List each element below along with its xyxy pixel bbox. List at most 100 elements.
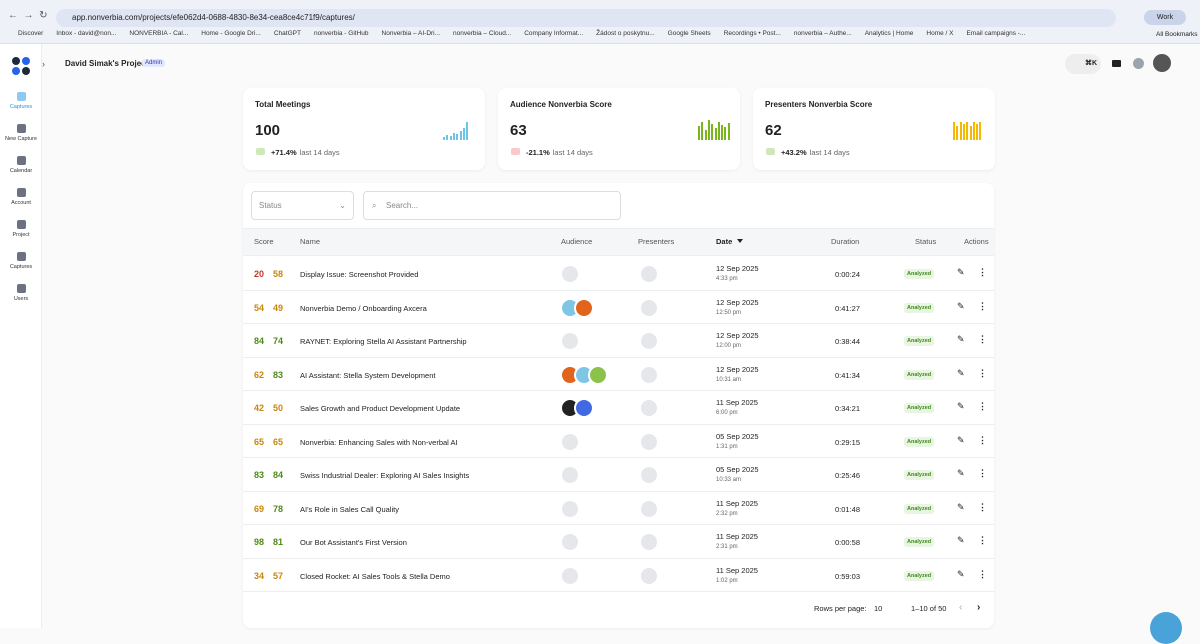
search-shortcut[interactable]: ⌘K [1065,54,1101,74]
edit-button[interactable]: ✎ [957,501,965,512]
collapse-toggle[interactable]: › [42,59,45,69]
more-button[interactable]: ⋮ [978,267,987,277]
time: 2:32 pm [716,510,738,517]
nav-item[interactable]: Captures [0,92,42,110]
video-icon[interactable] [1112,60,1121,67]
sidebar: Captures New Capture Calendar Account Projec… [0,44,42,628]
column-header[interactable]: Date [716,237,733,246]
table-row[interactable]: 34 57 Closed Rocket: AI Sales Tools & Stel… [243,559,994,592]
bookmark[interactable]: Discover [18,30,44,37]
table-row[interactable]: 69 78 AI's Role in Sales Call Quality 11 Se… [243,492,994,525]
more-button[interactable]: ⋮ [978,468,987,478]
column-header[interactable]: Presenters [638,237,675,246]
column-header[interactable]: Name [300,237,321,246]
search-input[interactable]: ⌕ Search... [363,191,621,220]
user-avatar[interactable] [1153,54,1171,72]
presenter-avatar [639,465,659,485]
more-button[interactable]: ⋮ [978,300,987,311]
bookmark[interactable]: Google Sheets [667,30,711,37]
capture-name[interactable]: Our Bot Assistant's First Version [300,538,407,547]
more-button[interactable]: ⋮ [978,535,987,545]
more-button[interactable]: ⋮ [978,568,987,579]
capture-name[interactable]: Swiss Industrial Dealer: Exploring AI Sa… [300,471,470,480]
bookmark[interactable]: NONVERBIA - Cal... [129,30,189,37]
captures-table: Status ⌄ ⌕ Search... 20 58 Display Issue: Sc… [243,183,994,628]
column-header[interactable]: Score [254,237,274,246]
nav-item[interactable]: New Capture [0,124,42,142]
edit-button[interactable]: ✎ [957,267,965,277]
table-row[interactable]: 98 81 Our Bot Assistant's First Version 11 … [243,525,994,559]
sparkline-bar [456,134,459,140]
bookmark[interactable]: Nonverbia – AI-Dri... [381,30,441,37]
project-name[interactable]: David Simak's Project [65,59,149,68]
capture-name[interactable]: RAYNET: Exploring Stella AI Assistant Pa… [300,337,467,346]
bookmark[interactable]: nonverbia – Authe... [793,30,852,37]
bookmark[interactable]: Email campaigns -... [966,30,1026,37]
settings-icon[interactable] [1133,58,1144,69]
bookmark[interactable]: Inbox - david@non... [56,30,117,37]
table-row[interactable]: 42 50 Sales Growth and Product Development… [243,391,994,425]
sort-indicator[interactable] [737,239,743,244]
table-row[interactable]: 20 58 Display Issue: Screenshot Provided 12… [243,257,994,291]
stat-card: Presenters Nonverbia Score 62 +43.2% last 1… [753,88,995,170]
table-row[interactable]: 62 83 AI Assistant: Stella System Developm… [243,358,994,391]
table-row[interactable]: 83 84 Swiss Industrial Dealer: Exploring A… [243,458,994,492]
rows-per-page[interactable]: 10 [874,604,883,613]
more-button[interactable]: ⋮ [978,401,987,411]
bookmark[interactable]: Company Informat... [524,30,584,37]
nav-label: Users [13,296,29,302]
capture-name[interactable]: Sales Growth and Product Development Upd… [300,404,461,413]
bookmark[interactable]: Analytics | Home [864,30,914,37]
edit-button[interactable]: ✎ [957,434,965,445]
presenter-score: 78 [273,503,284,514]
profile-chip[interactable]: Work [1144,10,1186,25]
edit-button[interactable]: ✎ [957,300,965,311]
chat-button[interactable] [1150,612,1182,644]
table-row[interactable]: 54 49 Nonverbia Demo / Onboarding Axcera 12… [243,291,994,324]
capture-name[interactable]: Closed Rocket: AI Sales Tools & Stella D… [300,571,450,581]
bookmark[interactable]: Žádost o poskytnu... [596,30,655,37]
table-header [243,228,994,256]
time: 12:00 pm [716,343,742,349]
sparkline-bar [959,122,962,140]
nav-item[interactable]: Account [0,188,42,206]
capture-name[interactable]: AI Assistant: Stella System Development [300,370,436,380]
bookmark[interactable]: Recordings • Post... [723,30,781,37]
edit-button[interactable]: ✎ [957,401,965,411]
nav-item[interactable]: Captures [0,252,42,270]
table-row[interactable]: 65 65 Nonverbia: Enhancing Sales with Non-… [243,425,994,458]
more-button[interactable]: ⋮ [978,367,987,378]
nav-item[interactable]: Calendar [0,156,42,174]
table-row[interactable]: 84 74 RAYNET: Exploring Stella AI Assistan… [243,324,994,358]
edit-button[interactable]: ✎ [957,568,965,579]
nav-item[interactable]: Users [0,284,42,302]
bookmark[interactable]: ChatGPT [273,30,301,37]
nav-item[interactable]: Project [0,220,42,238]
more-button[interactable]: ⋮ [978,434,987,445]
bookmark[interactable]: Home - Google Dri... [201,30,261,37]
edit-button[interactable]: ✎ [957,468,965,478]
address-bar[interactable]: app.nonverbia.com/projects/efe062d4-0688… [56,9,1116,27]
prev-page[interactable]: ‹ [959,602,963,613]
bookmark[interactable]: nonverbia – Cloud... [453,30,512,37]
sparkline-bar [969,126,972,140]
edit-button[interactable]: ✎ [957,367,965,378]
edit-button[interactable]: ✎ [957,535,965,545]
more-button[interactable]: ⋮ [978,334,987,344]
duration: 0:41:27 [834,303,860,313]
more-button[interactable]: ⋮ [978,501,987,512]
capture-name[interactable]: AI's Role in Sales Call Quality [300,504,399,514]
bookmark[interactable]: nonverbia - GitHub [313,30,369,37]
next-page[interactable]: › [977,602,981,613]
edit-button[interactable]: ✎ [957,334,965,344]
status-filter[interactable]: Status ⌄ [251,191,354,220]
all-bookmarks[interactable]: All Bookmarks [1156,31,1198,38]
role-badge: Admin [142,59,166,67]
bookmark[interactable]: Home / X [926,30,954,37]
capture-name[interactable]: Nonverbia: Enhancing Sales with Non-verb… [300,437,458,447]
capture-name[interactable]: Display Issue: Screenshot Provided [300,270,419,279]
capture-name[interactable]: Nonverbia Demo / Onboarding Axcera [300,303,427,313]
column-header[interactable]: Duration [831,237,860,246]
sparkline-bar [459,131,462,140]
column-header[interactable]: Audience [561,237,593,246]
